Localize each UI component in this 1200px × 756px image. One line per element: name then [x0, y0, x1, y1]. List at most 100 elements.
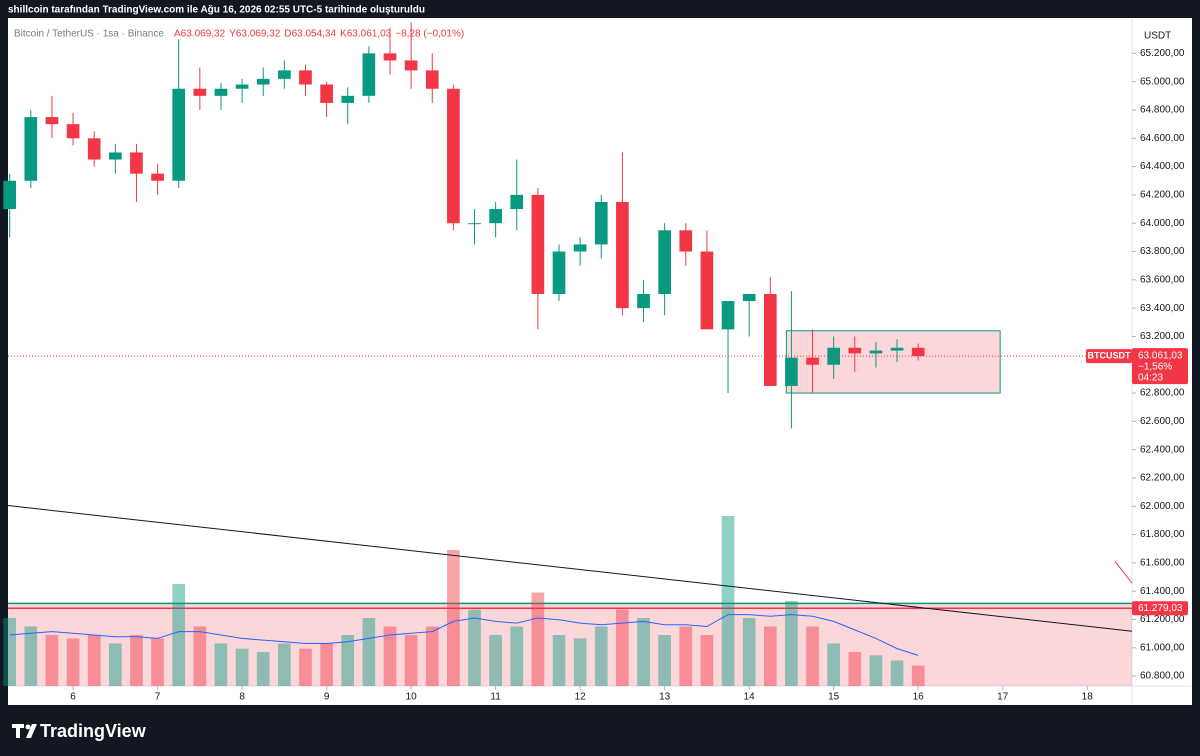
- x-tick-label: 18: [1082, 692, 1094, 703]
- volume-bar: [404, 635, 418, 686]
- volume-bar: [890, 660, 904, 686]
- trend-line: [7, 505, 1133, 632]
- candle-body: [425, 70, 439, 89]
- volume-bar: [87, 635, 101, 686]
- volume-bar: [425, 626, 439, 686]
- volume-bar: [108, 643, 122, 686]
- ohlc-value: A63.069,32: [174, 29, 226, 40]
- candle-body: [763, 293, 777, 386]
- volume-bar: [362, 618, 376, 686]
- candle-body: [447, 88, 460, 224]
- y-tick-label: 61.200,00: [1140, 614, 1185, 625]
- level-label: 61.279,03: [1138, 603, 1183, 614]
- symbol-badge: [1086, 349, 1132, 364]
- volume-bar: [341, 635, 355, 686]
- y-tick-label: 61.000,00: [1140, 642, 1185, 653]
- candle-body: [806, 357, 819, 365]
- y-tick-label: 61.400,00: [1140, 586, 1185, 597]
- volume-bar: [510, 626, 524, 686]
- candle-body: [130, 152, 143, 174]
- candle-body: [616, 201, 629, 309]
- candle-body: [193, 88, 207, 96]
- volume-bar: [616, 609, 629, 686]
- candle-body: [911, 347, 925, 357]
- candle-body: [256, 78, 270, 85]
- volume-bar: [700, 635, 714, 686]
- volume-bar: [658, 635, 671, 686]
- candle-body: [87, 138, 101, 160]
- volume-bar: [447, 550, 460, 686]
- x-tick-label: 11: [490, 692, 501, 703]
- candle-body: [404, 60, 418, 71]
- candle-body: [573, 244, 587, 252]
- candle-body: [489, 209, 502, 224]
- y-tick-label: 62.000,00: [1140, 501, 1185, 512]
- candle-body: [108, 152, 122, 160]
- volume-bar: [637, 618, 650, 686]
- x-tick-label: 9: [324, 692, 330, 703]
- candle-body: [341, 95, 355, 103]
- countdown-label: 04:23: [1138, 373, 1163, 384]
- candle-body: [637, 293, 650, 309]
- candle-body: [658, 230, 671, 294]
- y-tick-label: 65.000,00: [1140, 76, 1185, 87]
- candle-body: [869, 350, 883, 354]
- y-tick-label: 64.400,00: [1140, 161, 1185, 172]
- y-tick-label: 63.600,00: [1140, 274, 1185, 285]
- x-tick-label: 17: [997, 692, 1009, 703]
- ohlc-value: Y63.069,32: [229, 29, 281, 40]
- candle-body: [235, 84, 249, 89]
- volume-bar: [383, 626, 397, 686]
- ohlc-value: −8,28 (−0,01%): [395, 29, 464, 40]
- volume-bar: [911, 665, 925, 686]
- volume-bar: [468, 609, 481, 686]
- candle-body: [299, 70, 312, 85]
- y-tick-label: 64.600,00: [1140, 133, 1185, 144]
- candle-body: [362, 53, 376, 96]
- volume-bar: [45, 635, 59, 686]
- candle-body: [510, 194, 524, 210]
- volume-bar: [594, 626, 608, 686]
- y-tick-label: 62.200,00: [1140, 473, 1185, 484]
- candle-body: [45, 117, 59, 125]
- ohlc-value: D63.054,34: [284, 29, 336, 40]
- candle-body: [848, 347, 862, 354]
- y-tick-label: 60.800,00: [1140, 671, 1185, 682]
- candle-body: [721, 301, 735, 330]
- volume-bar: [278, 643, 291, 686]
- candle-body: [320, 84, 333, 103]
- y-tick-label: 65.200,00: [1140, 48, 1185, 59]
- y-tick-label: 61.800,00: [1140, 529, 1185, 540]
- y-tick-label: 63.400,00: [1140, 303, 1185, 314]
- header-text: shillcoin tarafından TradingView.com ile…: [8, 5, 425, 16]
- volume-bar: [742, 618, 756, 686]
- y-tick-label: 64.200,00: [1140, 190, 1185, 201]
- y-tick-label: 62.800,00: [1140, 388, 1185, 399]
- volume-bar: [806, 626, 819, 686]
- x-tick-label: 15: [828, 692, 840, 703]
- brand: TradingView: [40, 721, 147, 741]
- candle-body: [214, 88, 228, 96]
- candle-body: [742, 293, 756, 302]
- volume-bar: [827, 643, 841, 686]
- volume-bar: [552, 635, 566, 686]
- price-badge: [1132, 348, 1188, 385]
- change-label: −1,56%: [1138, 362, 1172, 373]
- chart-panel: [8, 18, 1192, 705]
- y-tick-label: 62.600,00: [1140, 416, 1185, 427]
- y-tick-label: 63.800,00: [1140, 246, 1185, 257]
- candle-body: [552, 251, 566, 294]
- volume-bar: [151, 638, 164, 686]
- candle-body: [468, 223, 481, 225]
- ohlc-value: K63.061,03: [340, 29, 392, 40]
- candle-body: [383, 53, 397, 61]
- volume-bar: [66, 638, 80, 686]
- y-tick-label: 61.600,00: [1140, 558, 1185, 569]
- volume-bar: [299, 648, 312, 686]
- x-tick-label: 16: [913, 692, 925, 703]
- volume-bar: [573, 638, 587, 686]
- y-tick-label: 64.800,00: [1140, 105, 1185, 116]
- volume-bar: [256, 652, 270, 686]
- volume-bar: [848, 652, 862, 686]
